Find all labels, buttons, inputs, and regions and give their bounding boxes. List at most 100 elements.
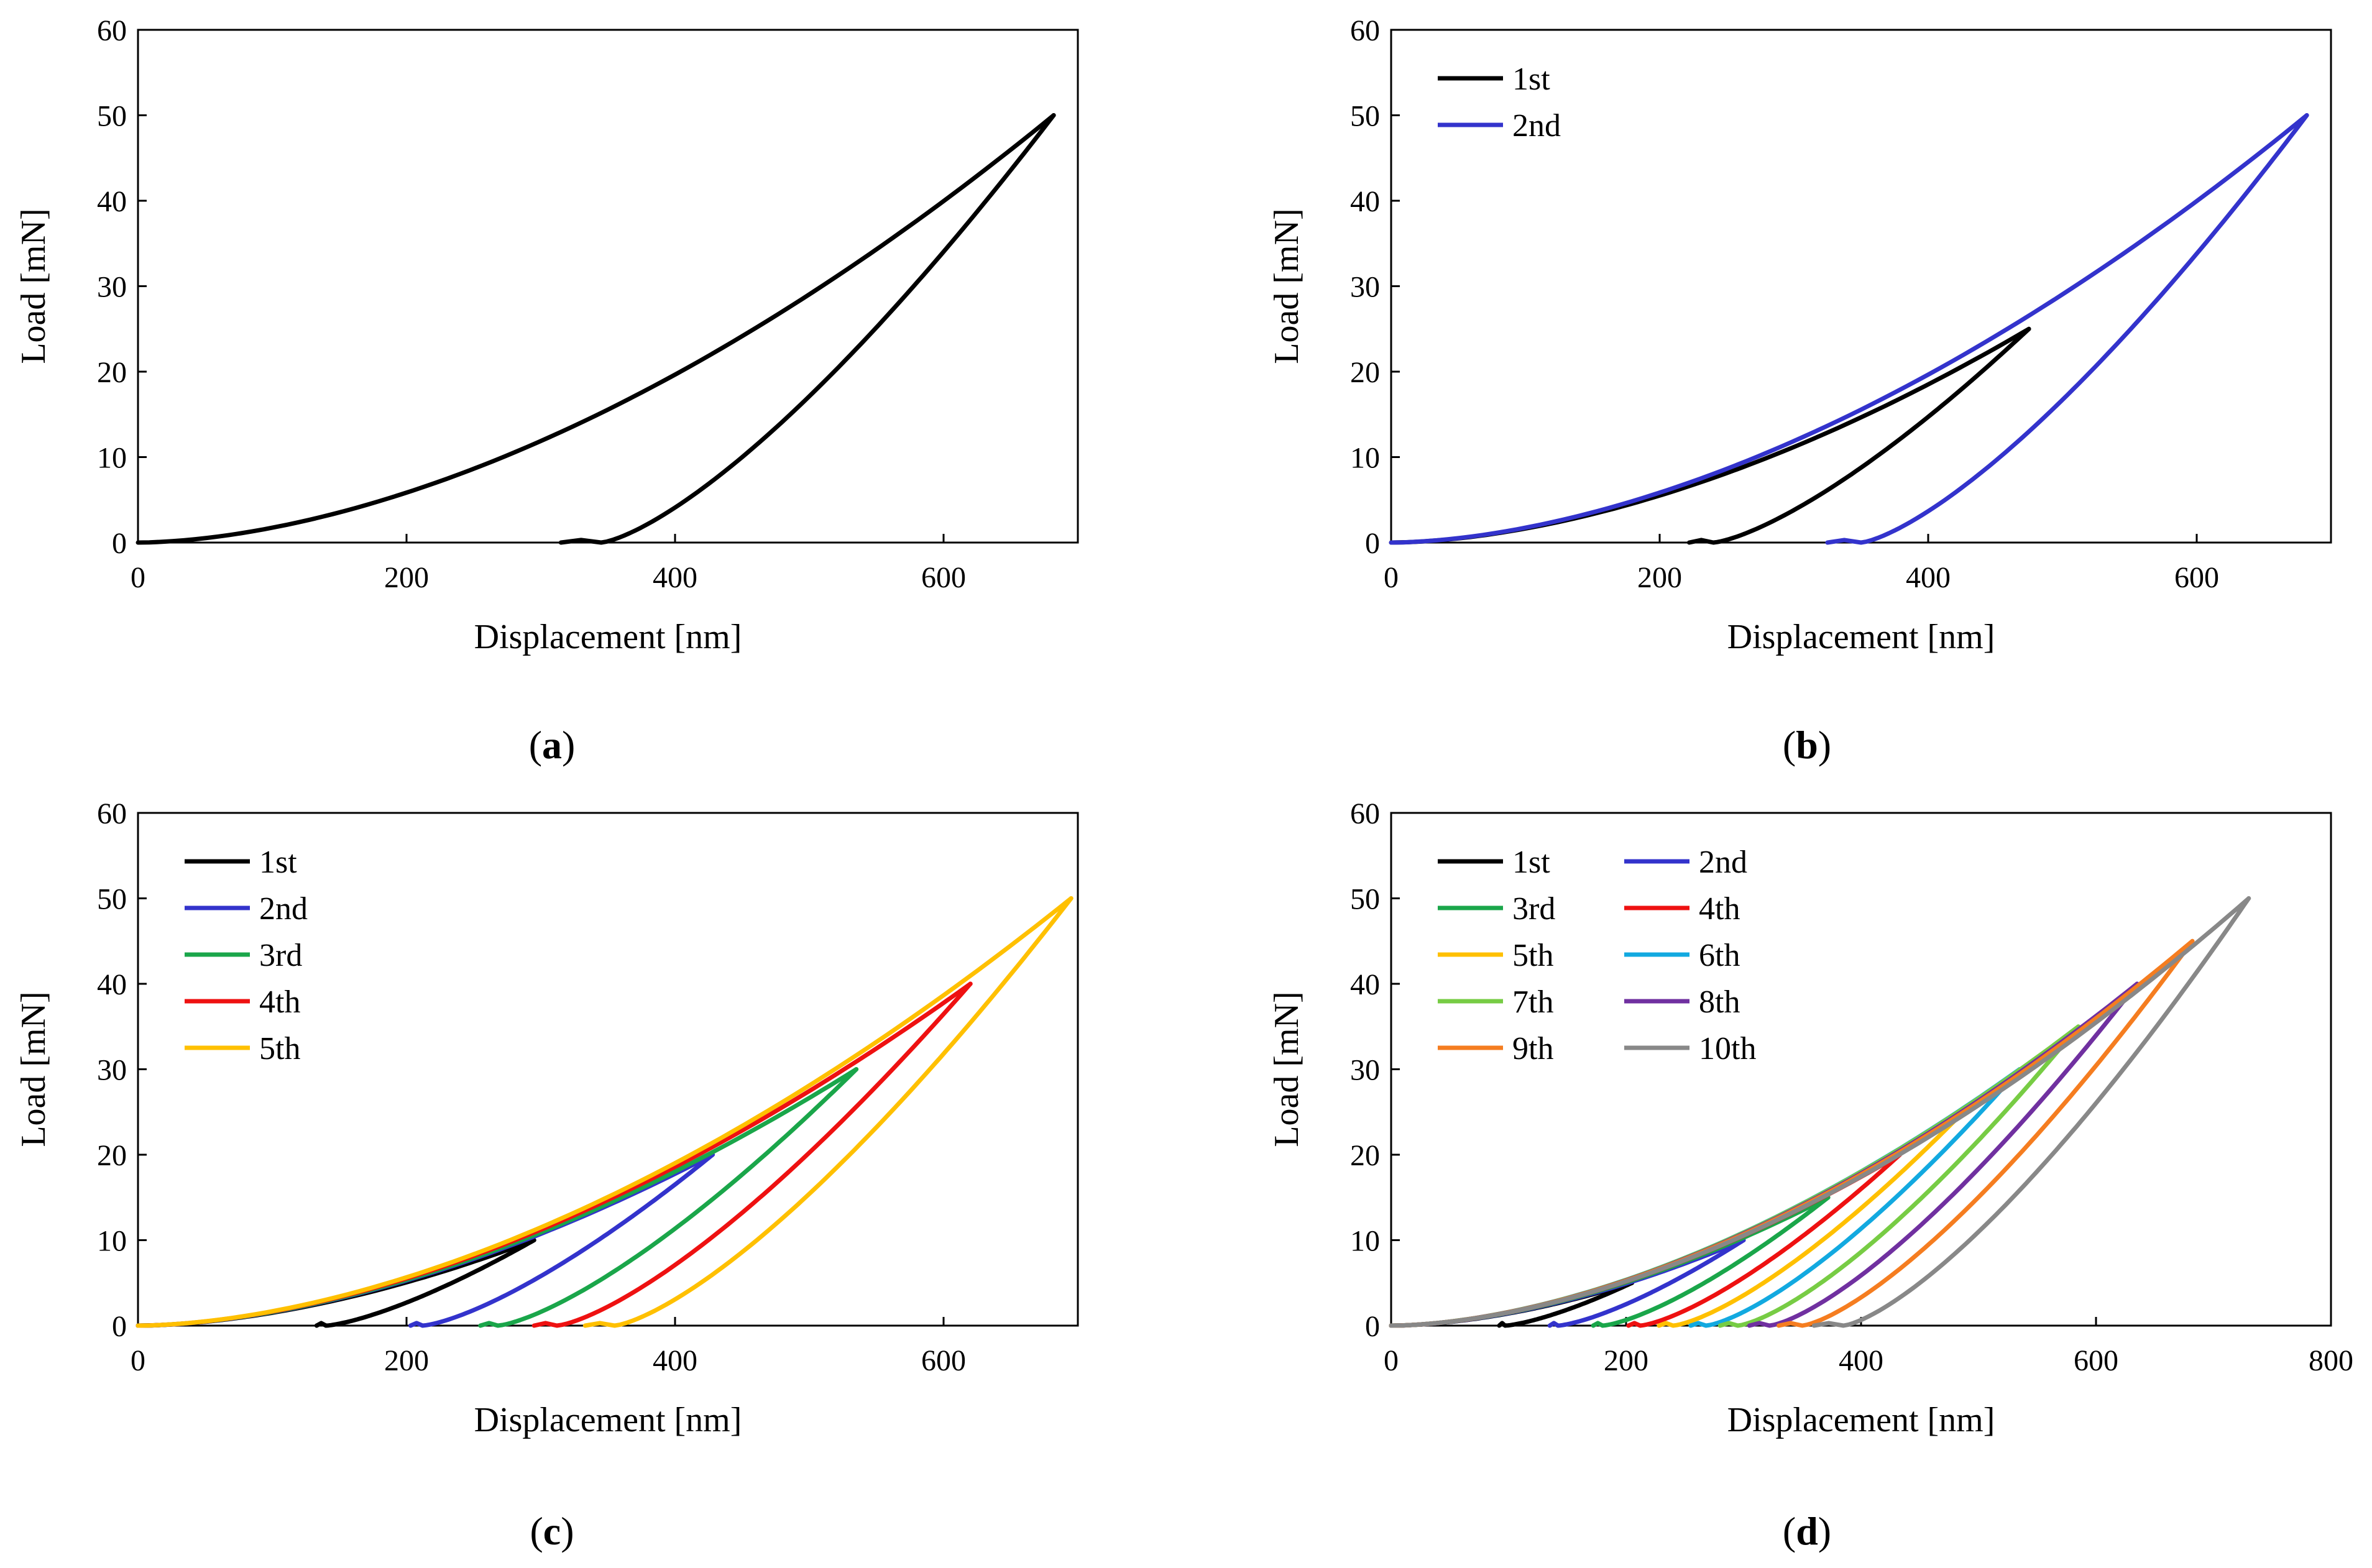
y-tick-label: 20 <box>97 1139 127 1172</box>
y-tick-label: 0 <box>112 1310 127 1343</box>
series-1st-unloading-line <box>1687 326 2031 545</box>
y-tick-label: 40 <box>97 968 127 1001</box>
x-tick-label: 600 <box>921 1344 966 1377</box>
series-1st-unloading-line <box>1497 1280 1634 1328</box>
series-5th-loading-line <box>1389 1109 1965 1328</box>
legend-label-2nd: 2nd <box>259 891 308 927</box>
y-tick-label: 10 <box>1350 1225 1380 1258</box>
series-1st-loading-line <box>136 113 1056 545</box>
y-tick-label: 10 <box>1350 442 1380 475</box>
series-8th-loading-line <box>1389 981 2140 1328</box>
legend-label-1st: 1st <box>1512 62 1550 97</box>
y-tick-label: 30 <box>1350 271 1380 304</box>
series-1st-unloading-line <box>314 1238 536 1328</box>
y-axis-label: Load [mN] <box>1267 991 1306 1147</box>
y-tick-label: 60 <box>97 14 127 47</box>
series-3rd-unloading-line <box>478 1067 859 1328</box>
legend-label-5th: 5th <box>259 1031 300 1066</box>
y-tick-label: 0 <box>1365 527 1380 560</box>
x-tick-label: 600 <box>2074 1344 2118 1377</box>
series-2nd-loading-line <box>1389 1238 1746 1328</box>
legend-label-3rd: 3rd <box>259 938 302 973</box>
y-tick-label: 60 <box>97 797 127 830</box>
series-2nd-unloading-line <box>408 1152 715 1328</box>
series-5th-unloading-line <box>582 896 1073 1328</box>
panel-caption: (c) <box>530 1509 574 1553</box>
y-tick-label: 30 <box>1350 1054 1380 1087</box>
y-axis-label: Load [mN] <box>14 991 53 1147</box>
x-tick-label: 200 <box>1637 561 1682 594</box>
legend-label-4th: 4th <box>259 984 300 1020</box>
y-tick-label: 40 <box>1350 185 1380 218</box>
series-7th-unloading-line <box>1717 1024 2081 1328</box>
x-tick-label: 0 <box>131 561 145 594</box>
x-tick-label: 200 <box>384 1344 429 1377</box>
series-6th-unloading-line <box>1688 1067 2022 1328</box>
series-10th-loading-line <box>1389 896 2251 1328</box>
series-2nd-unloading-line <box>1547 1238 1746 1328</box>
x-axis-label: Displacement [nm] <box>474 1401 742 1439</box>
series-10th-unloading-line <box>1811 896 2251 1328</box>
legend-label-1st: 1st <box>1512 845 1550 880</box>
legend-label-10th: 10th <box>1699 1031 1756 1066</box>
y-tick-label: 50 <box>1350 883 1380 916</box>
x-tick-label: 200 <box>1604 1344 1648 1377</box>
y-tick-label: 50 <box>97 883 127 916</box>
x-tick-label: 400 <box>653 1344 697 1377</box>
x-tick-label: 400 <box>653 561 697 594</box>
legend-label-3rd: 3rd <box>1512 891 1555 927</box>
y-tick-label: 20 <box>97 356 127 389</box>
series-5th-unloading-line <box>1657 1109 1965 1328</box>
series-3rd-loading-line <box>1389 1195 1831 1328</box>
plot-frame <box>1390 812 2332 1327</box>
y-tick-label: 10 <box>97 1225 127 1258</box>
series-1st-loading-line <box>1389 326 2031 545</box>
x-tick-label: 0 <box>1384 561 1399 594</box>
x-tick-label: 0 <box>1384 1344 1399 1377</box>
series-9th-unloading-line <box>1777 938 2195 1328</box>
x-tick-label: 200 <box>384 561 429 594</box>
legend-label-2nd: 2nd <box>1699 845 1747 880</box>
series-3rd-loading-line <box>136 1067 859 1328</box>
y-tick-label: 20 <box>1350 356 1380 389</box>
plot-frame <box>137 29 1079 544</box>
y-tick-label: 50 <box>1350 100 1380 133</box>
series-2nd-loading-line <box>1389 113 2309 545</box>
x-axis-label: Displacement [nm] <box>1727 1401 1995 1439</box>
x-tick-label: 800 <box>2309 1344 2353 1377</box>
series-4th-unloading-line <box>531 981 973 1328</box>
series-2nd-loading-line <box>136 1152 715 1328</box>
legend-label-1st: 1st <box>259 845 297 880</box>
legend-label-8th: 8th <box>1699 984 1740 1020</box>
y-tick-label: 0 <box>1365 1310 1380 1343</box>
y-tick-label: 30 <box>97 271 127 304</box>
panel-caption: (b) <box>1783 723 1831 767</box>
series-5th-loading-line <box>136 896 1073 1328</box>
x-axis-label: Displacement [nm] <box>474 618 742 656</box>
y-tick-label: 0 <box>112 527 127 560</box>
x-tick-label: 600 <box>2174 561 2219 594</box>
series-8th-unloading-line <box>1747 981 2140 1328</box>
y-tick-label: 50 <box>97 100 127 133</box>
legend-label-6th: 6th <box>1699 938 1740 973</box>
y-tick-label: 10 <box>97 442 127 475</box>
x-tick-label: 400 <box>1906 561 1951 594</box>
legend-label-9th: 9th <box>1512 1031 1553 1066</box>
legend-label-7th: 7th <box>1512 984 1553 1020</box>
series-6th-loading-line <box>1389 1067 2022 1328</box>
x-tick-label: 600 <box>921 561 966 594</box>
series-4th-unloading-line <box>1626 1152 1902 1328</box>
y-tick-label: 30 <box>97 1054 127 1087</box>
x-tick-label: 0 <box>131 1344 145 1377</box>
panel-caption: (d) <box>1783 1509 1831 1553</box>
y-tick-label: 40 <box>97 185 127 218</box>
series-2nd-unloading-line <box>1825 113 2309 545</box>
series-1st-unloading-line <box>558 113 1056 545</box>
y-tick-label: 60 <box>1350 797 1380 830</box>
plot-frame <box>137 812 1079 1327</box>
panel-caption: (a) <box>529 723 576 767</box>
